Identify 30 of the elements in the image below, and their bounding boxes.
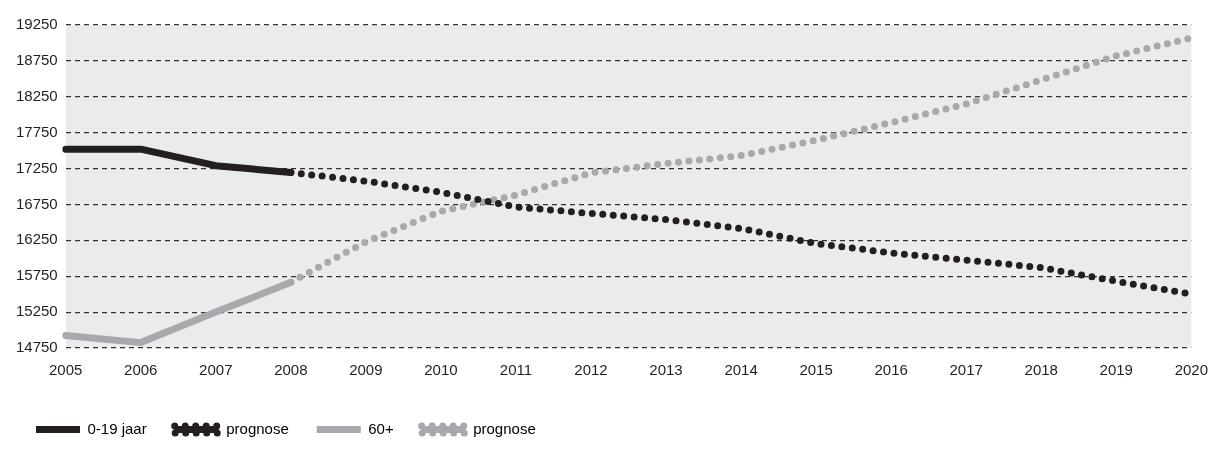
x-tick-label: 2007 [199,361,233,379]
y-tick-label: 17750 [15,122,58,140]
legend-label: 60+ [368,419,394,437]
x-tick-label: 2005 [49,361,83,379]
x-tick-label: 2011 [499,361,533,379]
x-tick-label: 2018 [1024,361,1058,379]
x-tick-label: 2020 [1174,361,1208,379]
x-tick-label: 2019 [1099,361,1133,379]
x-tick-label: 2015 [799,361,833,379]
y-tick-label: 14750 [15,338,58,356]
x-tick-label: 2017 [949,361,983,379]
y-tick-label: 17250 [15,158,58,176]
x-tick-label: 2008 [274,361,308,379]
y-tick-label: 18250 [15,86,58,104]
y-tick-label: 16750 [15,194,58,212]
y-tick-label: 15250 [15,302,58,320]
y-tick-label: 16250 [15,230,58,248]
x-tick-label: 2006 [124,361,158,379]
legend-label: 0-19 jaar [87,419,147,437]
x-tick-label: 2010 [424,361,458,379]
legend-label: prognose [226,419,289,437]
y-tick-label: 18750 [15,51,58,69]
y-tick-label: 15750 [15,266,58,284]
x-tick-label: 2013 [649,361,683,379]
legend-label: prognose [473,419,536,437]
x-tick-label: 2016 [874,361,908,379]
x-tick-label: 2014 [724,361,758,379]
y-tick-label: 19250 [15,15,58,33]
x-tick-label: 2009 [349,361,383,379]
x-tick-label: 2012 [574,361,608,379]
